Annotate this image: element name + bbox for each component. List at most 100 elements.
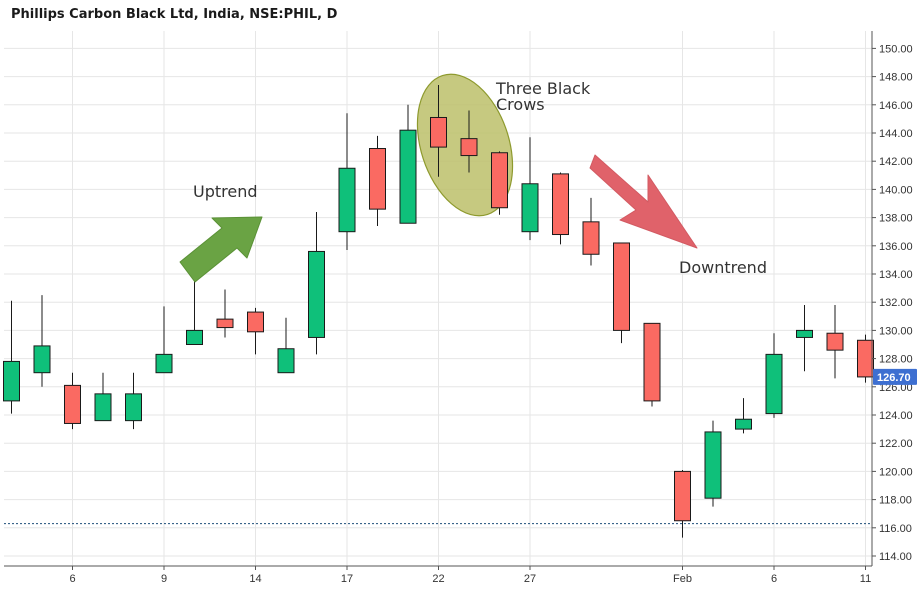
three-black-crows-label-line1: Three Black [495, 79, 591, 98]
candle-body [338, 167, 356, 233]
chart-title: Phillips Carbon Black Ltd, India, NSE:PH… [11, 7, 338, 22]
candle-up [399, 104, 417, 224]
y-tick-label: 138.00 [879, 213, 913, 225]
candle-body [3, 360, 20, 402]
candle-body [704, 431, 722, 499]
candle-body [216, 318, 234, 329]
candle-up [338, 113, 356, 251]
last-price-label: 126.70 [873, 368, 917, 385]
x-tick-label: Feb [673, 573, 692, 585]
candle-body [735, 418, 752, 430]
x-tick-label: 6 [69, 573, 75, 585]
x-tick-label: 9 [161, 573, 167, 585]
downtrend-arrow [589, 154, 698, 249]
y-axis-ticks: 114.00 116.00 118.00 120.00 122.00 124.00 126.… [872, 43, 913, 563]
candle-down [613, 242, 630, 344]
y-tick-label: 114.00 [879, 551, 912, 563]
x-tick-label: 27 [524, 573, 536, 585]
x-tick-label: 22 [432, 573, 444, 585]
candle-down [247, 307, 264, 355]
candle-body [552, 173, 569, 236]
x-tick-label: 14 [249, 573, 261, 585]
candle-body [94, 393, 112, 422]
y-tick-label: 118.00 [879, 495, 912, 507]
y-tick-label: 116.00 [879, 523, 912, 535]
y-tick-label: 128.00 [879, 354, 913, 366]
candle-body [826, 332, 844, 351]
candle-down [552, 172, 569, 245]
last-price-badge [873, 368, 917, 385]
candle-up [186, 264, 203, 345]
candle-down [582, 197, 600, 266]
y-tick-label: 136.00 [879, 241, 913, 253]
candle-up [155, 306, 173, 374]
candle-body [369, 148, 386, 210]
candle-body [613, 242, 630, 331]
candle-up [704, 420, 722, 507]
candle-down [643, 322, 661, 407]
candle-body [582, 221, 600, 255]
x-axis-ticks: 6 9 14 17 22 27 Feb 6 11 [69, 566, 871, 585]
candle-up [796, 305, 813, 372]
y-tick-label: 148.00 [879, 72, 913, 84]
last-price-value: 126.70 [877, 372, 911, 384]
candle-up [521, 137, 539, 241]
candle-body [674, 470, 691, 522]
candle-down [674, 469, 691, 538]
candle-body [186, 329, 203, 345]
x-tick-label: 17 [341, 573, 353, 585]
candle-body [796, 329, 813, 338]
y-tick-label: 122.00 [879, 438, 913, 450]
y-tick-label: 150.00 [879, 43, 913, 55]
candle-up [308, 211, 325, 355]
candle-down [857, 334, 874, 383]
y-tick-label: 140.00 [879, 184, 913, 196]
candle-body [430, 116, 447, 148]
y-tick-label: 132.00 [879, 297, 913, 309]
x-tick-label: 6 [771, 573, 777, 585]
candle-down [430, 85, 447, 177]
y-tick-label: 120.00 [879, 466, 913, 478]
candle-body [308, 250, 325, 338]
y-tick-label: 142.00 [879, 156, 913, 168]
annotation-layer-front: Uptrend Downtrend Three Black Crows [179, 79, 767, 283]
candle-up [735, 398, 752, 434]
candle-up [94, 372, 112, 422]
candle-down [826, 305, 844, 379]
downtrend-label: Downtrend [679, 258, 767, 277]
candle-body [521, 183, 539, 233]
axes-layer: 114.00 116.00 118.00 120.00 122.00 124.00 126.… [4, 31, 913, 585]
candle-up [125, 372, 142, 430]
candle-body [125, 393, 142, 422]
candle-up [765, 333, 783, 418]
candle-down [491, 151, 508, 215]
candle-down [369, 135, 386, 227]
y-tick-label: 124.00 [879, 410, 913, 422]
candles-layer [3, 85, 874, 538]
candle-up [277, 317, 295, 374]
candle-body [857, 339, 874, 378]
candle-up [33, 295, 51, 387]
y-tick-label: 146.00 [879, 100, 913, 112]
candle-body [155, 353, 173, 374]
candle-body [247, 311, 264, 333]
candle-down [64, 372, 81, 430]
candle-body [491, 152, 508, 209]
uptrend-arrow [179, 216, 263, 283]
candle-body [460, 138, 478, 157]
candle-up [3, 300, 20, 414]
candle-body [399, 129, 417, 224]
candle-down [216, 289, 234, 338]
uptrend-label: Uptrend [193, 182, 258, 201]
candle-body [765, 353, 783, 415]
candle-body [643, 322, 661, 402]
x-tick-label: 11 [860, 573, 871, 585]
y-tick-label: 134.00 [879, 269, 913, 281]
candle-body [277, 348, 295, 374]
candle-body [33, 345, 51, 374]
three-black-crows-label-line2: Crows [496, 95, 545, 114]
candle-down [460, 110, 478, 173]
y-tick-label: 130.00 [879, 325, 913, 337]
candle-body [64, 384, 81, 424]
